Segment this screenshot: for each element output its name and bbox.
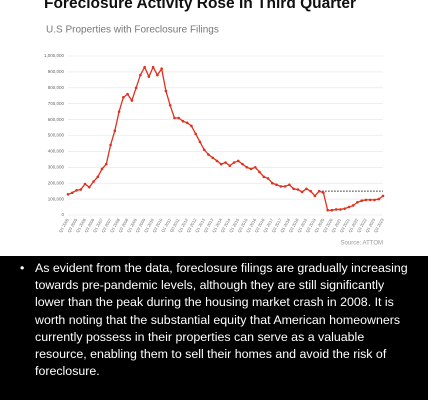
point (215, 159, 219, 163)
y-tick-label: 100,000 (48, 196, 65, 201)
point (279, 185, 283, 188)
y-tick-label: 800,000 (48, 85, 65, 90)
y-tick-label: 900,000 (48, 69, 65, 74)
point (300, 190, 304, 194)
point (377, 197, 381, 201)
point (224, 161, 227, 164)
point (109, 143, 112, 147)
point (228, 164, 232, 168)
point (156, 73, 159, 77)
point (160, 67, 163, 71)
point (347, 205, 351, 209)
point (194, 132, 198, 136)
point (245, 166, 249, 169)
point (322, 191, 325, 195)
point (100, 167, 104, 171)
point (139, 73, 142, 77)
point (75, 189, 78, 192)
point (122, 96, 125, 99)
point (317, 189, 321, 193)
point (364, 198, 368, 202)
point (283, 185, 287, 188)
point (241, 162, 244, 166)
point (126, 92, 129, 96)
point (202, 148, 206, 152)
point (368, 198, 372, 202)
point (151, 65, 155, 69)
y-tick-label: 200,000 (48, 180, 65, 185)
point (275, 183, 278, 187)
point (181, 119, 185, 123)
point (96, 175, 100, 179)
point (292, 187, 295, 191)
y-tick-label: 600,000 (48, 117, 65, 122)
y-tick-label: 0 (61, 212, 64, 217)
point (143, 65, 146, 69)
series-line (67, 65, 384, 211)
point (130, 99, 134, 102)
point (334, 208, 338, 211)
point (360, 199, 364, 202)
point (253, 166, 257, 169)
point (66, 193, 70, 196)
point (92, 180, 95, 183)
point (326, 208, 329, 212)
point (249, 167, 253, 171)
point (309, 189, 312, 193)
bullet: • (20, 261, 25, 275)
chart-subtitle: U.S Properties with Foreclosure Filings (46, 25, 219, 36)
y-tick-label: 700,000 (48, 101, 65, 106)
point (381, 194, 385, 198)
point (185, 121, 189, 125)
point (177, 116, 180, 120)
point (339, 208, 342, 211)
point (232, 161, 236, 164)
note-text: As evident from the data, foreclosure fi… (35, 261, 408, 379)
source: Source: ATTOM (341, 241, 383, 247)
point (105, 162, 108, 166)
point (351, 204, 355, 207)
y-tick-label: 300,000 (48, 164, 65, 169)
chart-title: Foreclosure Activity Rose In Third Quart… (44, 0, 356, 12)
point (356, 200, 359, 204)
point (198, 140, 202, 144)
point (266, 177, 270, 180)
y-tick-label: 400,000 (48, 149, 65, 154)
point (87, 185, 91, 189)
point (288, 183, 291, 187)
point (70, 191, 74, 195)
point (113, 129, 117, 133)
chart: Foreclosure Activity Rose In Third Quart… (0, 0, 428, 256)
point (296, 188, 300, 191)
point (330, 208, 334, 212)
point (147, 75, 151, 78)
y-tick-label: 500,000 (48, 133, 65, 138)
point (219, 162, 223, 166)
point (207, 153, 210, 156)
point (134, 86, 138, 90)
point (262, 175, 266, 179)
point (313, 194, 317, 198)
point (343, 207, 346, 210)
point (164, 89, 168, 93)
point (190, 124, 193, 128)
point (79, 188, 83, 191)
point (168, 103, 172, 107)
point (83, 182, 87, 186)
point (305, 187, 308, 191)
point (258, 170, 261, 174)
note: • As evident from the data, foreclosure … (20, 260, 416, 380)
point (236, 159, 240, 163)
point (173, 116, 176, 120)
point (211, 156, 215, 160)
point (373, 198, 376, 202)
point (271, 181, 274, 185)
point (117, 110, 121, 113)
y-tick-label: 1,000,000 (44, 53, 65, 58)
